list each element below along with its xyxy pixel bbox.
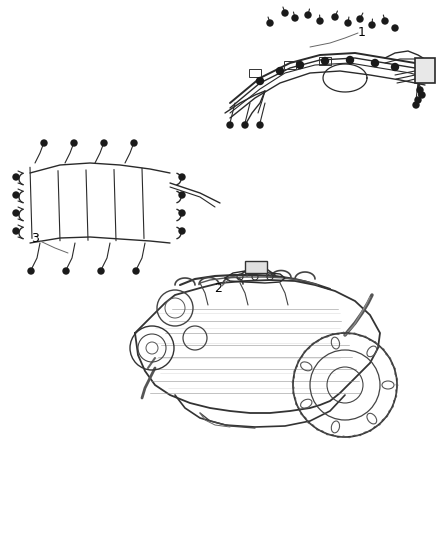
Circle shape [332,14,338,20]
Circle shape [13,192,19,198]
Circle shape [257,122,263,128]
Circle shape [371,60,378,67]
Circle shape [13,174,19,180]
Circle shape [41,140,47,146]
Circle shape [392,63,399,70]
Circle shape [257,77,264,85]
Circle shape [419,92,425,98]
Circle shape [71,140,77,146]
Circle shape [292,15,298,21]
Circle shape [413,102,419,108]
Circle shape [13,228,19,234]
Circle shape [28,268,34,274]
Circle shape [133,268,139,274]
Circle shape [317,18,323,24]
Text: 2: 2 [214,282,222,295]
Circle shape [346,56,353,63]
Text: 3: 3 [31,231,39,245]
Circle shape [242,122,248,128]
Circle shape [276,68,283,75]
Circle shape [282,10,288,16]
FancyBboxPatch shape [415,58,435,83]
Circle shape [267,20,273,26]
Circle shape [382,18,388,24]
Circle shape [305,12,311,18]
Circle shape [179,174,185,180]
Circle shape [101,140,107,146]
Circle shape [357,16,363,22]
Circle shape [179,228,185,234]
Circle shape [63,268,69,274]
Circle shape [179,192,185,198]
Text: 1: 1 [358,27,366,39]
Circle shape [415,97,421,103]
Circle shape [297,61,304,69]
Circle shape [345,20,351,26]
FancyBboxPatch shape [245,261,267,273]
Circle shape [392,25,398,31]
Circle shape [227,122,233,128]
Circle shape [13,210,19,216]
Circle shape [98,268,104,274]
Circle shape [321,58,328,64]
Circle shape [131,140,137,146]
Circle shape [417,87,423,93]
Circle shape [179,210,185,216]
Circle shape [369,22,375,28]
